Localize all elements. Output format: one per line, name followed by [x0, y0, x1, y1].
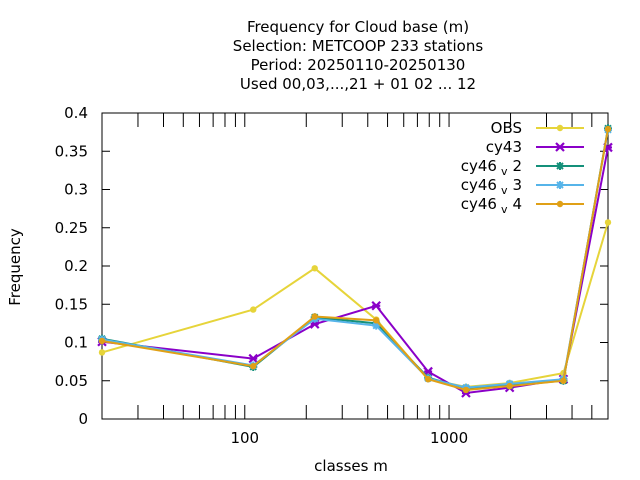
legend-marker [556, 124, 564, 132]
series-line [101, 147, 609, 395]
data-point [372, 321, 381, 330]
legend-label-subscript: v [501, 165, 508, 178]
y-tick-label: 0.25 [55, 219, 88, 237]
data-point [506, 382, 513, 390]
legend-marker [555, 142, 565, 152]
data-point [98, 337, 106, 345]
legend-item-4: cy46 v 3 [461, 176, 584, 197]
legend-item-5: cy46 v 4 [461, 195, 584, 216]
legend-marker [556, 181, 564, 189]
data-point [250, 363, 257, 370]
y-tick-label: 0.1 [64, 334, 88, 352]
legend-label-base: cy43 [486, 138, 522, 156]
legend-label-base: cy46 [461, 157, 497, 175]
data-point [371, 301, 381, 311]
legend-label: OBS [491, 119, 522, 137]
series-line [101, 129, 609, 389]
data-point [250, 306, 257, 313]
axis-ticks: 0 0.05 0.1 0.15 0.2 0.25 0.3 0.35 0.4 100 1000 [55, 104, 608, 447]
title-line-4: Used 00,03,...,21 + 01 02 ... 12 [240, 75, 476, 93]
title-line-3: Period: 20250110-20250130 [251, 56, 466, 74]
legend-marker [556, 162, 564, 170]
data-point [462, 386, 470, 394]
x-axis-label: classes m [314, 457, 388, 475]
data-point [98, 349, 106, 356]
plot-border [101, 112, 609, 420]
series-2 [97, 142, 613, 398]
data-point [248, 353, 259, 364]
legend-label-subscript: v [501, 203, 508, 216]
series-5 [98, 125, 612, 394]
legend-label-suffix: 3 [512, 176, 522, 194]
y-tick-label: 0.35 [55, 142, 88, 160]
y-tick-label: 0.3 [64, 181, 88, 199]
title-line-2: Selection: METCOOP 233 stations [233, 37, 484, 55]
title-line-1: Frequency for Cloud base (m) [247, 18, 469, 36]
chart-title: Frequency for Cloud base (m)Selection: M… [233, 18, 484, 93]
legend-marker [556, 200, 564, 208]
data-point [604, 125, 612, 133]
y-tick-label: 0.4 [64, 104, 88, 122]
legend-item-3: cy46 v 2 [461, 157, 584, 178]
legend-label: cy43 [486, 138, 522, 156]
legend-label: cy46 v 3 [461, 176, 522, 197]
legend-item-2: cy43 [486, 138, 584, 156]
plot-frame [101, 112, 609, 420]
legend-label: cy46 v 2 [461, 157, 522, 178]
legend-label-subscript: v [501, 184, 508, 197]
legend-label: cy46 v 4 [461, 195, 522, 216]
series-4 [98, 125, 612, 392]
legend-label-base: cy46 [461, 195, 497, 213]
legend-label-suffix: 2 [512, 157, 522, 175]
legend-label-base: cy46 [461, 176, 497, 194]
data-point [311, 313, 318, 320]
y-tick-label: 0 [78, 410, 88, 428]
legend-item-1: OBS [491, 119, 584, 137]
y-tick-label: 0.05 [55, 372, 88, 390]
x-tick-label: 100 [230, 429, 259, 447]
data-point [424, 376, 432, 383]
y-tick-label: 0.15 [55, 295, 88, 313]
y-tick-label: 0.2 [64, 257, 88, 275]
series-line [101, 222, 609, 388]
data-point [311, 265, 318, 272]
y-axis-label: Frequency [6, 228, 24, 306]
series-1 [98, 219, 612, 391]
legend-label-base: OBS [491, 119, 522, 137]
legend-label-suffix: 4 [512, 195, 522, 213]
data-series [97, 124, 613, 398]
x-tick-label: 1000 [430, 429, 468, 447]
data-point [604, 219, 612, 226]
data-point [560, 377, 567, 384]
data-point [373, 317, 380, 324]
